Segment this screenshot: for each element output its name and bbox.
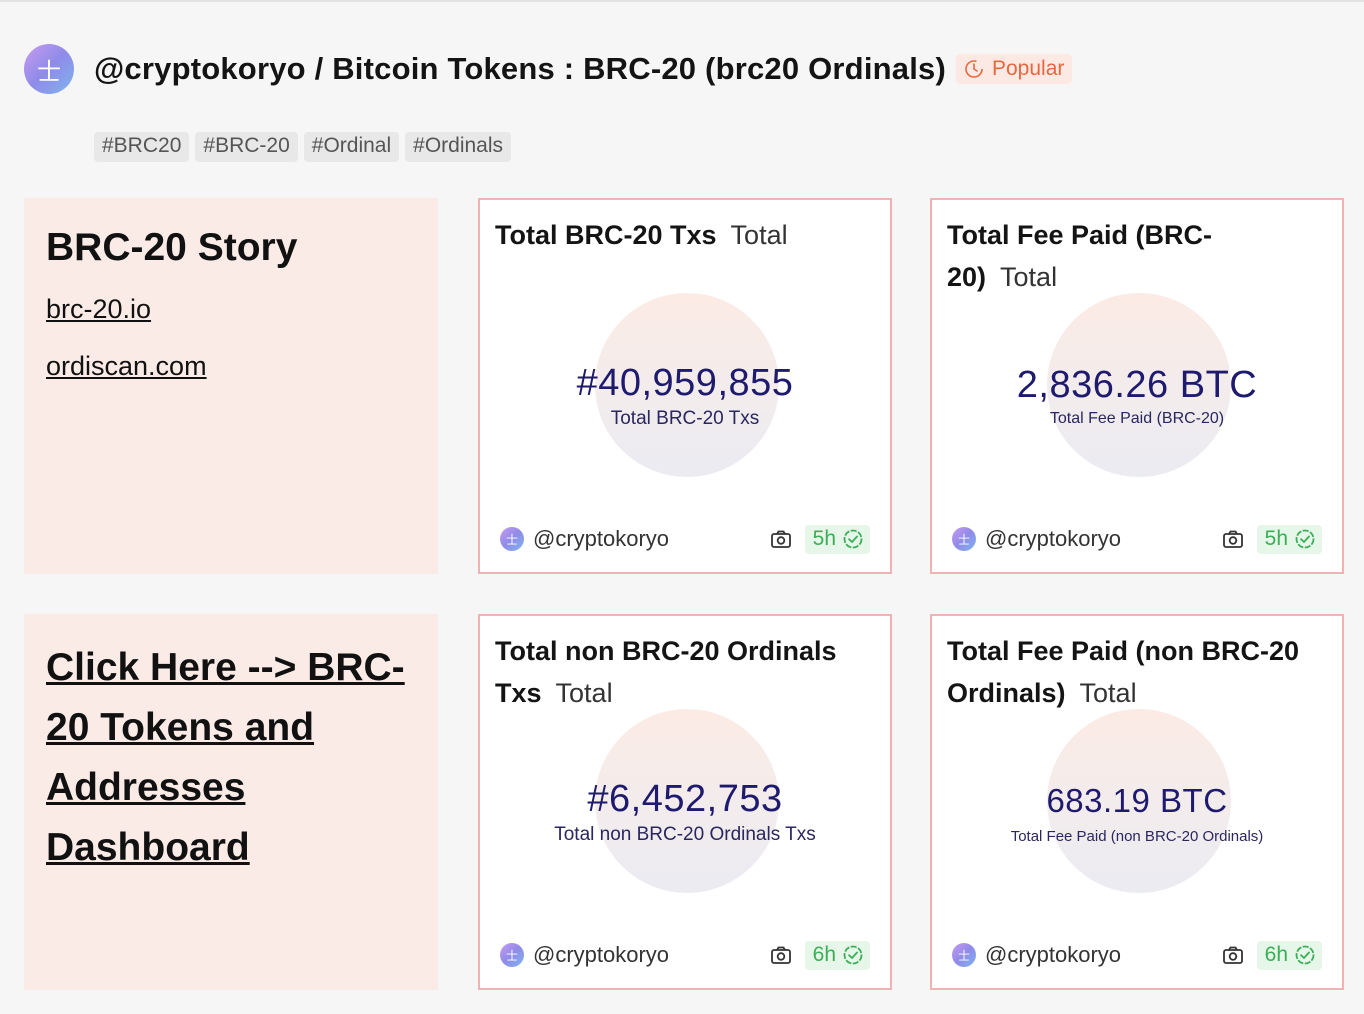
- tag-ordinals[interactable]: #Ordinals: [405, 132, 512, 162]
- author-name[interactable]: @cryptokoryo: [985, 942, 1122, 967]
- card-title: Total non BRC-20 Ordinals Txs Total: [495, 630, 870, 714]
- card-title-text: Total Fee Paid (non BRC-20 Ordinals): [947, 636, 1300, 708]
- metric-card-non-brc20-fees[interactable]: Total Fee Paid (non BRC-20 Ordinals) Tota…: [930, 614, 1344, 990]
- tag-brc-20[interactable]: #BRC-20: [195, 132, 298, 162]
- refresh-age-badge: 5h: [804, 524, 870, 554]
- popular-badge-label: Popular: [991, 57, 1065, 80]
- link-ordiscan[interactable]: ordiscan.com: [46, 351, 207, 381]
- card-value-label: Total Fee Paid (BRC-20): [1049, 410, 1225, 427]
- value-backdrop-circle: [1047, 709, 1231, 893]
- author-avatar[interactable]: 士: [500, 943, 524, 967]
- dashboard-header: 士 @cryptokoryo / Bitcoin Tokens : BRC-20…: [24, 44, 1073, 94]
- camera-icon[interactable]: [1221, 943, 1245, 967]
- avatar[interactable]: 士: [24, 44, 74, 94]
- refresh-age: 6h: [812, 942, 836, 966]
- refresh-age-badge: 6h: [1256, 940, 1322, 970]
- verified-check-icon: [1295, 529, 1315, 548]
- value-backdrop-circle: [595, 709, 779, 893]
- refresh-age: 6h: [1264, 942, 1288, 966]
- metric-card-non-brc20-txs[interactable]: Total non BRC-20 Ordinals Txs Total #6,45…: [478, 614, 892, 990]
- refresh-age-badge: 6h: [804, 940, 870, 970]
- card-subtitle: Total: [555, 678, 613, 708]
- clock-icon: [965, 60, 983, 78]
- card-value: #6,452,753: [587, 778, 783, 820]
- card-value: #40,959,855: [576, 362, 794, 404]
- card-title-text: Total Fee Paid (BRC-20): [947, 220, 1213, 292]
- card-footer: 士 @cryptokoryo 5h: [952, 522, 1322, 556]
- dashboard-link-card: Click Here --> BRC- 20 Tokens and Addres…: [24, 614, 438, 990]
- card-value-label: Total BRC-20 Txs: [610, 408, 760, 429]
- author-name[interactable]: @cryptokoryo: [533, 526, 670, 551]
- card-title-text: Total BRC-20 Txs: [495, 220, 717, 250]
- dashboard-link-line-1: Click Here --> BRC-: [46, 646, 405, 689]
- metric-card-brc20-txs[interactable]: Total BRC-20 Txs Total #40,959,855 Total …: [478, 198, 892, 574]
- refresh-age-badge: 5h: [1256, 524, 1322, 554]
- author-name[interactable]: @cryptokoryo: [985, 526, 1122, 551]
- dashboard-link-line-3: Addresses: [46, 766, 246, 809]
- tag-ordinal[interactable]: #Ordinal: [303, 132, 400, 162]
- popular-badge: Popular: [955, 54, 1073, 84]
- author-name[interactable]: @cryptokoryo: [533, 942, 670, 967]
- card-value: 2,836.26 BTC: [1016, 364, 1258, 406]
- link-brc20-io[interactable]: brc-20.io: [46, 294, 152, 324]
- value-backdrop-circle: [1047, 293, 1231, 477]
- value-backdrop-circle: [595, 293, 779, 477]
- author-avatar[interactable]: 士: [500, 527, 524, 551]
- card-value-label: Total Fee Paid (non BRC-20 Ordinals): [1010, 828, 1264, 845]
- card-value-label: Total non BRC-20 Ordinals Txs: [554, 824, 816, 845]
- verified-check-icon: [1295, 945, 1315, 964]
- camera-icon[interactable]: [769, 943, 793, 967]
- card-subtitle: Total: [1079, 678, 1137, 708]
- card-footer: 士 @cryptokoryo 5h: [500, 522, 870, 556]
- tag-brc20[interactable]: #BRC20: [94, 132, 190, 162]
- card-title: Total Fee Paid (non BRC-20 Ordinals) Tota…: [947, 630, 1322, 714]
- card-value: 683.19 BTC: [1046, 782, 1228, 819]
- card-subtitle: Total: [1000, 262, 1058, 292]
- card-title: Total BRC-20 Txs Total: [495, 214, 870, 256]
- refresh-age: 5h: [1264, 526, 1288, 550]
- author-avatar[interactable]: 士: [952, 943, 976, 967]
- metric-card-brc20-fees[interactable]: Total Fee Paid (BRC-20) Total 2,836.26 BT…: [930, 198, 1344, 574]
- card-title-text: Total non BRC-20 Ordinals Txs: [495, 636, 837, 708]
- verified-check-icon: [843, 529, 863, 548]
- refresh-age: 5h: [812, 526, 836, 550]
- card-footer: 士 @cryptokoryo 6h: [952, 938, 1322, 972]
- camera-icon[interactable]: [769, 527, 793, 551]
- story-card: BRC-20 Story brc-20.io ordiscan.com: [24, 198, 438, 574]
- tag-list: #BRC20 #BRC-20 #Ordinal #Ordinals: [94, 132, 512, 162]
- story-title: BRC-20 Story: [46, 226, 298, 269]
- card-subtitle: Total: [730, 220, 788, 250]
- dashboard-link[interactable]: Click Here --> BRC- 20 Tokens and Addres…: [46, 638, 416, 878]
- camera-icon[interactable]: [1221, 527, 1245, 551]
- author-avatar[interactable]: 士: [952, 527, 976, 551]
- page-title: @cryptokoryo / Bitcoin Tokens : BRC-20 (…: [94, 51, 946, 86]
- card-title: Total Fee Paid (BRC-20) Total: [947, 214, 1247, 298]
- card-footer: 士 @cryptokoryo 6h: [500, 938, 870, 972]
- top-border: [0, 0, 1364, 2]
- dashboard-link-line-2: 20 Tokens and: [46, 706, 315, 749]
- dashboard-link-line-4: Dashboard: [46, 826, 250, 869]
- verified-check-icon: [843, 945, 863, 964]
